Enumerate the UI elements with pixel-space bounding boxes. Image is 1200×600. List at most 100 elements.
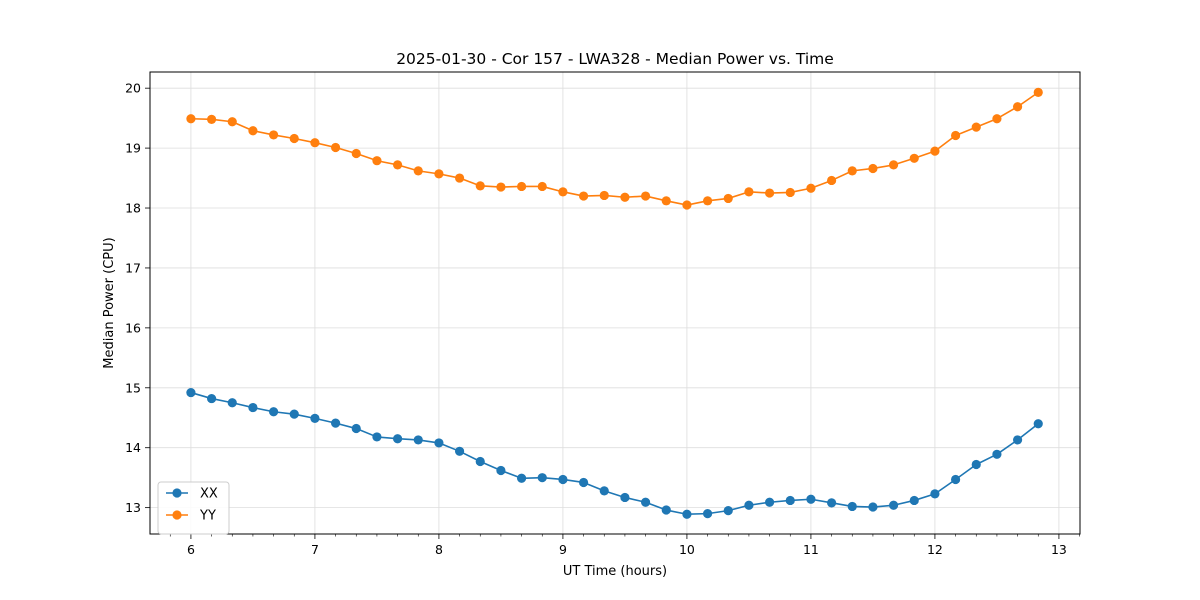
- data-point-xx: [454, 446, 465, 456]
- data-point-xx: [372, 432, 382, 442]
- data-point-xx: [434, 438, 444, 448]
- data-point-xx: [227, 398, 237, 408]
- data-point-xx: [909, 495, 919, 506]
- data-point-xx: [268, 407, 279, 417]
- legend-box: [157, 481, 230, 535]
- series-line-yy: [190, 91, 1039, 206]
- grid: [150, 72, 1080, 534]
- x-tick-label: 10: [679, 542, 695, 557]
- data-point-yy: [454, 173, 465, 183]
- y-tick-label: 19: [125, 141, 141, 156]
- data-point-yy: [578, 191, 589, 201]
- data-point-yy: [764, 188, 775, 198]
- series-line-xx: [190, 391, 1039, 516]
- data-point-xx: [950, 474, 961, 485]
- data-point-yy: [227, 117, 237, 127]
- data-point-yy: [310, 138, 320, 148]
- data-point-xx: [764, 497, 775, 507]
- legend-marker-xx: [172, 488, 182, 498]
- data-point-yy: [744, 187, 754, 197]
- data-point-yy: [868, 163, 878, 174]
- data-point-xx: [475, 456, 485, 467]
- data-point-yy: [806, 183, 816, 193]
- data-point-yy: [930, 146, 940, 156]
- data-point-xx: [351, 423, 361, 434]
- y-axis-label: Median Power (CPU): [102, 237, 117, 368]
- x-axis-label: UT Time (hours): [563, 564, 667, 579]
- data-point-xx: [723, 506, 733, 516]
- legend[interactable]: XX YY: [157, 481, 230, 535]
- y-tick-label: 18: [125, 201, 141, 216]
- data-point-xx: [330, 418, 341, 428]
- data-point-xx: [661, 505, 671, 515]
- data-point-xx: [785, 495, 795, 506]
- data-point-xx: [537, 473, 547, 483]
- data-point-xx: [744, 500, 754, 510]
- data-point-yy: [599, 190, 609, 201]
- x-tick-label: 6: [187, 542, 195, 557]
- legend-marker-yy: [172, 510, 182, 520]
- y-tick-label: 13: [125, 500, 141, 515]
- data-point-xx: [578, 477, 589, 488]
- data-point-yy: [909, 153, 919, 163]
- data-point-yy: [372, 156, 382, 166]
- data-point-xx: [847, 501, 857, 512]
- y-tick-label: 17: [125, 260, 141, 275]
- data-point-yy: [289, 133, 299, 144]
- data-point-xx: [868, 502, 878, 512]
- x-tick-label: 13: [1051, 542, 1067, 557]
- y-tick-label: 20: [125, 81, 141, 96]
- data-point-yy: [888, 160, 899, 170]
- data-point-yy: [723, 193, 733, 204]
- y-tick-label: 14: [125, 440, 141, 455]
- data-point-yy: [1033, 87, 1043, 97]
- data-point-yy: [268, 130, 279, 140]
- data-point-yy: [826, 175, 837, 186]
- y-tick-label: 15: [125, 380, 141, 395]
- data-point-xx: [1033, 419, 1043, 429]
- data-point-yy: [330, 142, 341, 153]
- data-point-yy: [186, 114, 196, 124]
- data-point-xx: [496, 465, 506, 476]
- data-point-xx: [682, 509, 692, 519]
- data-point-yy: [496, 182, 506, 192]
- data-point-xx: [620, 492, 630, 503]
- data-point-xx: [888, 500, 899, 510]
- data-point-yy: [413, 166, 423, 176]
- data-point-yy: [392, 160, 403, 170]
- legend-item-xx[interactable]: XX: [166, 487, 218, 502]
- data-point-yy: [785, 187, 795, 198]
- data-point-yy: [620, 192, 630, 202]
- data-point-xx: [702, 509, 713, 519]
- data-point-xx: [806, 494, 816, 504]
- y-tick-label: 16: [125, 320, 141, 335]
- data-point-yy: [992, 114, 1002, 124]
- data-point-xx: [640, 497, 651, 507]
- data-point-xx: [930, 489, 940, 499]
- data-point-yy: [640, 191, 651, 201]
- data-point-xx: [558, 474, 568, 485]
- data-point-yy: [702, 196, 713, 206]
- data-point-yy: [537, 181, 547, 192]
- data-point-yy: [516, 181, 527, 192]
- data-point-xx: [599, 486, 609, 496]
- data-point-xx: [186, 387, 196, 398]
- data-point-xx: [310, 413, 320, 423]
- data-point-yy: [1012, 102, 1023, 112]
- legend-item-yy[interactable]: YY: [166, 509, 216, 524]
- x-tick-label: 7: [311, 542, 319, 557]
- x-tick-label: 9: [559, 542, 567, 557]
- data-point-yy: [434, 169, 444, 179]
- x-tick-label: 12: [927, 542, 943, 557]
- data-point-yy: [248, 126, 258, 136]
- data-point-yy: [847, 166, 857, 176]
- axes: 6 7 8 9 10 11 12 13 13 14 15 16 17 18 19 20: [125, 81, 1080, 557]
- data-point-xx: [516, 473, 527, 483]
- data-point-xx: [206, 393, 217, 404]
- data-point-xx: [392, 434, 403, 444]
- data-point-xx: [992, 449, 1002, 459]
- series-layer: [186, 87, 1043, 519]
- legend-label-xx: XX: [200, 487, 218, 502]
- data-point-yy: [475, 181, 485, 191]
